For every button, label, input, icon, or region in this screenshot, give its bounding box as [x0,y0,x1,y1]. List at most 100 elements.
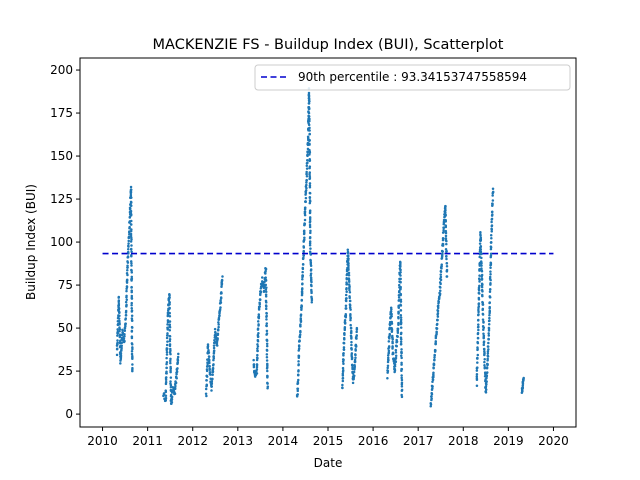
data-point [488,275,492,279]
data-point [309,259,312,263]
data-point [488,305,491,309]
data-point [299,317,303,320]
data-point [126,261,130,264]
data-point [307,115,311,118]
data-point [119,356,123,359]
data-point [127,236,131,239]
data-point [129,240,133,243]
data-point [130,297,134,300]
data-point [308,126,311,130]
data-point [399,326,403,329]
data-point [308,151,312,154]
data-point [308,132,311,136]
data-point [476,353,480,357]
data-point [477,308,480,312]
data-point [480,278,484,281]
data-point [130,223,133,226]
data-point [127,242,130,245]
data-point [266,387,269,390]
data-point [486,352,490,355]
data-point [393,363,397,366]
data-point [166,319,170,322]
data-point [119,351,123,355]
data-point [166,323,169,326]
data-point [165,376,168,379]
data-point [256,345,260,348]
data-point [302,256,305,260]
data-point [399,316,403,319]
data-point [168,334,172,338]
data-point [118,314,121,317]
data-point [299,313,303,316]
data-point [129,214,133,217]
data-point [210,389,213,392]
data-point [164,394,168,398]
data-point [442,226,446,230]
data-point [168,303,171,306]
data-point [430,397,433,400]
data-point [345,283,349,286]
data-point [123,329,126,332]
data-point [212,358,215,362]
data-point [131,363,134,366]
data-point [486,350,490,353]
data-point [130,304,133,307]
data-point [131,347,134,351]
data-point [310,298,314,302]
data-point [346,254,350,258]
data-point [348,286,351,289]
data-point [129,211,133,215]
data-point [308,236,312,240]
data-point [258,298,262,301]
data-point [489,278,492,282]
data-point [487,338,490,341]
data-point [433,356,436,359]
data-point [485,375,488,378]
data-point [130,219,133,223]
data-point [170,395,174,399]
data-point [308,241,312,245]
data-point [300,290,304,293]
data-point [174,384,177,388]
data-point [345,290,348,293]
data-point [355,326,359,330]
data-point [400,361,403,365]
data-point [388,323,392,327]
data-point [303,236,306,239]
data-point [265,318,268,321]
data-point [118,327,122,331]
data-point [344,299,348,302]
data-point [445,239,448,243]
data-point [296,373,300,376]
data-point [130,247,133,251]
data-point [310,295,313,299]
data-point [117,299,121,302]
data-point [299,331,302,334]
data-point [491,194,494,197]
data-point [218,312,221,315]
x-tick-label: 2019 [493,434,524,448]
data-point [476,356,479,360]
data-point [165,343,169,347]
data-point [208,361,211,365]
data-point [130,271,134,274]
y-tick-label: 0 [65,407,73,421]
data-point [347,274,351,277]
data-point [265,322,269,325]
data-point [479,236,483,239]
data-point [298,333,302,337]
data-point [352,370,356,374]
data-point [393,367,397,371]
data-point [483,353,486,357]
data-point [390,312,393,316]
data-point [216,338,219,341]
data-point [131,357,134,361]
data-point [125,272,129,275]
data-point [127,231,131,234]
data-point [308,210,312,214]
data-point [433,354,436,357]
data-point [399,265,402,268]
data-point [444,229,448,233]
data-point [399,280,402,284]
